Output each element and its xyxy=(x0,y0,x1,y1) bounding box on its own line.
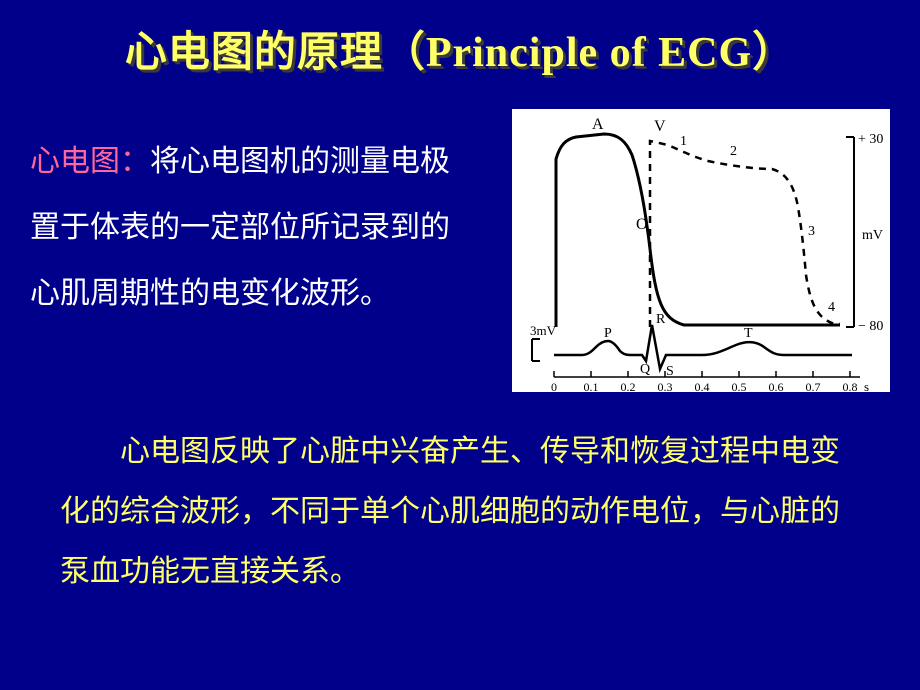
x-axis-ticks: 0 0.1 0.2 0.3 0.4 0.5 0.6 0.7 0.8 xyxy=(551,371,858,392)
upper-label-3: 3 xyxy=(808,224,815,239)
upper-label-A: A xyxy=(592,116,604,133)
x-tick-label: 0.5 xyxy=(732,380,747,392)
middle-row: 心电图：将心电图机的测量电极 置于体表的一定部位所记录到的 心肌周期性的电变化波… xyxy=(0,109,920,392)
definition-line-1: 心电图：将心电图机的测量电极 xyxy=(30,129,504,195)
upper-panel: + 30 − 80 mV A V O 1 2 3 4 xyxy=(556,116,883,334)
ecg-svg: + 30 − 80 mV A V O 1 2 3 4 xyxy=(512,109,890,392)
slide-title: 心电图的原理（Principle of ECG） xyxy=(125,30,795,76)
label-T: T xyxy=(744,326,753,341)
upper-label-2: 2 xyxy=(730,144,737,159)
upper-label-1: 1 xyxy=(680,134,687,149)
upper-label-4: 4 xyxy=(828,300,835,315)
definition-line-2: 置于体表的一定部位所记录到的 xyxy=(30,195,504,261)
upper-label-O: O xyxy=(636,216,648,233)
x-tick-label: 0.6 xyxy=(769,380,784,392)
upper-solid-curve xyxy=(556,134,840,327)
explanation-paragraph: 心电图反映了心脏中兴奋产生、传导和恢复过程中电变化的综合波形，不同于单个心肌细胞… xyxy=(0,392,920,602)
x-tick-label: 0.7 xyxy=(806,380,821,392)
upper-ytop-label: + 30 xyxy=(858,132,883,147)
slide-title-row: 心电图的原理（Principle of ECG） xyxy=(0,0,920,89)
upper-yunit: mV xyxy=(862,228,883,243)
x-tick-label: 0.1 xyxy=(584,380,599,392)
definition-term: 心电图： xyxy=(30,145,150,178)
x-tick-label: 0.4 xyxy=(695,380,710,392)
x-tick-label: 0.2 xyxy=(621,380,636,392)
label-P: P xyxy=(604,326,612,341)
ecg-figure: + 30 − 80 mV A V O 1 2 3 4 xyxy=(512,109,890,392)
amp-label: 3mV xyxy=(530,323,557,338)
x-tick-label: 0.8 xyxy=(843,380,858,392)
definition-line-3: 心肌周期性的电变化波形。 xyxy=(30,261,504,327)
x-tick-label: 0.3 xyxy=(658,380,673,392)
ecg-trace xyxy=(554,325,852,369)
label-Q: Q xyxy=(640,362,650,377)
label-R: R xyxy=(656,312,666,327)
x-tick-label: 0 xyxy=(551,380,557,392)
upper-label-V: V xyxy=(654,118,666,135)
upper-ybot-label: − 80 xyxy=(858,319,883,334)
definition-line1-rest: 将心电图机的测量电极 xyxy=(150,145,450,178)
x-axis-unit: s xyxy=(864,379,869,392)
definition-block: 心电图：将心电图机的测量电极 置于体表的一定部位所记录到的 心肌周期性的电变化波… xyxy=(30,109,504,327)
